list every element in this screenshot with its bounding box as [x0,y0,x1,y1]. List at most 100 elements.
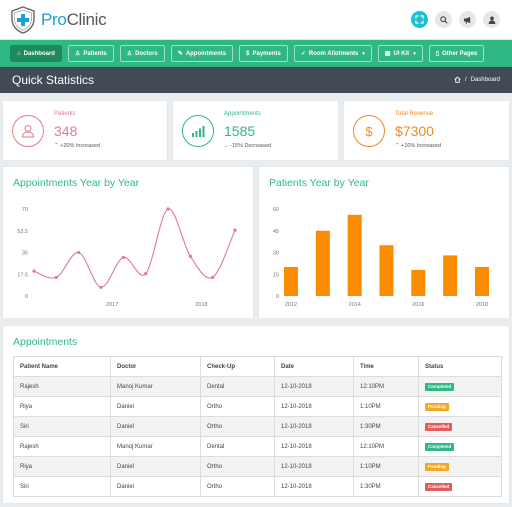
nav-item-label: Patients [83,50,107,57]
home-icon[interactable] [454,75,461,85]
data-point[interactable] [32,269,36,273]
status-badge: Completed [425,442,455,451]
bullhorn-icon[interactable] [459,11,476,28]
table-row[interactable]: Siri Daniel Ortho 12-10-2018 1:30PM Cancelled [13,476,502,497]
table-row[interactable]: Riya Daniel Ortho 12-10-2018 1:10PM Pending [13,396,502,417]
data-point[interactable] [54,275,58,279]
fullscreen-icon[interactable] [411,11,428,28]
chevron-down-icon: ▾ [362,50,365,57]
stat-label: Total Revenue [395,111,434,117]
bar[interactable] [315,230,330,296]
nav-item-dashboard[interactable]: ⌂ Dashboard [10,45,62,62]
time-cell: 1:10PM [353,456,419,477]
data-point[interactable] [121,255,125,260]
nav-item-label: Room Allotments [308,50,359,57]
nav-item-appointments[interactable]: ✎ Appointments [170,45,234,62]
table-row[interactable]: Siri Daniel Ortho 12-10-2018 1:30PM Cancelled [13,416,502,437]
stat-label: Appointments [224,111,261,117]
top-bar: ProClinic [0,0,512,40]
column-header[interactable]: Patient Name [13,356,111,377]
nav-item-label: Appointments [185,50,227,57]
column-header[interactable]: Doctor [110,356,201,377]
chart-title: Patients Year by Year [269,177,369,189]
status-cell: Cancelled [418,416,502,437]
breadcrumb-current: Dashboard [470,77,500,83]
stat-card-appointments: Appointments 1585 ⌄ -15% Decreased [173,101,338,160]
data-point[interactable] [166,207,170,211]
data-point[interactable] [188,254,192,258]
date-cell: 12-10-2018 [274,436,354,457]
app-logo[interactable]: ProClinic [10,6,107,34]
bar[interactable] [475,267,489,296]
main-nav: ⌂ Dashboard ♙ Patients ♙ Doctors ✎ Appointme… [0,40,512,67]
data-point[interactable] [211,275,215,279]
table-row[interactable]: Riya Daniel Ortho 12-10-2018 1:10PM Pending [13,456,502,477]
file-icon: ▯ [435,51,440,57]
checkup-cell: Ortho [200,416,275,437]
table-row[interactable]: Rajesh Manoj Kumar Dental 12-10-2018 12:10PM… [13,436,502,457]
column-header[interactable]: Status [418,356,502,377]
x-tick-label: 2018 [195,302,207,308]
bar[interactable] [379,245,394,296]
patient-name-cell: Riya [13,396,111,417]
bar[interactable] [443,255,458,296]
app-name-pro: Pro [41,10,67,29]
data-point[interactable] [99,285,103,289]
checkup-cell: Dental [200,436,275,457]
search-icon[interactable] [435,11,452,28]
column-header[interactable]: Date [274,356,354,377]
doctor-cell: Manoj Kumar [110,436,201,457]
status-badge: Pending [425,402,449,411]
y-tick-label: 0 [276,294,279,300]
doctor-cell: Daniel [110,476,201,497]
status-cell: Pending [418,456,502,477]
app-name-clinic: Clinic [66,10,107,29]
user-icon[interactable] [483,11,500,28]
date-cell: 12-10-2018 [274,416,354,437]
y-tick-label: 35 [22,251,28,257]
patients-chart-card: Patients Year by Year 0 15 30 45 60 2012 2014 2… [259,167,509,318]
status-badge: Cancelled [425,422,453,431]
bar[interactable] [347,214,362,296]
data-point[interactable] [233,228,237,232]
x-tick-label: 2012 [285,302,297,308]
breadcrumb: / Dashboard [454,75,500,85]
home-icon: ⌂ [17,50,21,57]
data-point[interactable] [144,272,148,276]
nav-item-ui-kit[interactable]: ▦ UI Kit ▾ [377,45,423,62]
nav-item-doctors[interactable]: ♙ Doctors [119,45,165,62]
nav-item-patients[interactable]: ♙ Patients [67,45,114,62]
patient-name-cell: Siri [13,476,111,497]
data-point[interactable] [77,250,81,255]
chevron-down-icon: ▾ [413,50,416,57]
column-header[interactable]: Check-Up [200,356,275,377]
status-badge: Cancelled [425,482,453,491]
user-icon: ♙ [74,51,81,57]
page-title: Quick Statistics [12,73,95,87]
nav-item-other-pages[interactable]: ▯ Other Pages [428,45,485,62]
chart-title: Appointments Year by Year [13,177,140,189]
time-cell: 12:10PM [353,376,419,397]
dollar-icon: $ [246,50,250,57]
table-row[interactable]: Rajesh Manoj Kumar Dental 12-10-2018 12:10PM… [13,376,502,397]
nav-item-room-allotments[interactable]: ✓ Room Allotments ▾ [293,45,372,62]
y-tick-label: 0 [25,294,28,300]
trend-down-icon: ⌄ [224,143,229,149]
bar[interactable] [284,267,298,296]
bar-chart-icon [182,115,214,147]
bar[interactable] [411,269,426,296]
page-header: Quick Statistics / Dashboard [0,67,512,93]
time-cell: 1:10PM [353,396,419,417]
stat-label: Patients [54,111,76,117]
time-cell: 1:30PM [353,476,419,497]
table-header-row: Patient Name Doctor Check-Up Date Time S… [13,356,502,377]
checkup-cell: Ortho [200,476,275,497]
appointments-table: Patient Name Doctor Check-Up Date Time S… [13,356,502,497]
patient-name-cell: Rajesh [13,376,111,397]
column-header[interactable]: Time [353,356,419,377]
stat-trend-text: +10% Increased [401,143,442,149]
status-cell: Completed [418,376,502,397]
nav-item-label: Other Pages [442,50,478,57]
nav-item-payments[interactable]: $ Payments [239,45,288,62]
series-line [33,208,236,288]
